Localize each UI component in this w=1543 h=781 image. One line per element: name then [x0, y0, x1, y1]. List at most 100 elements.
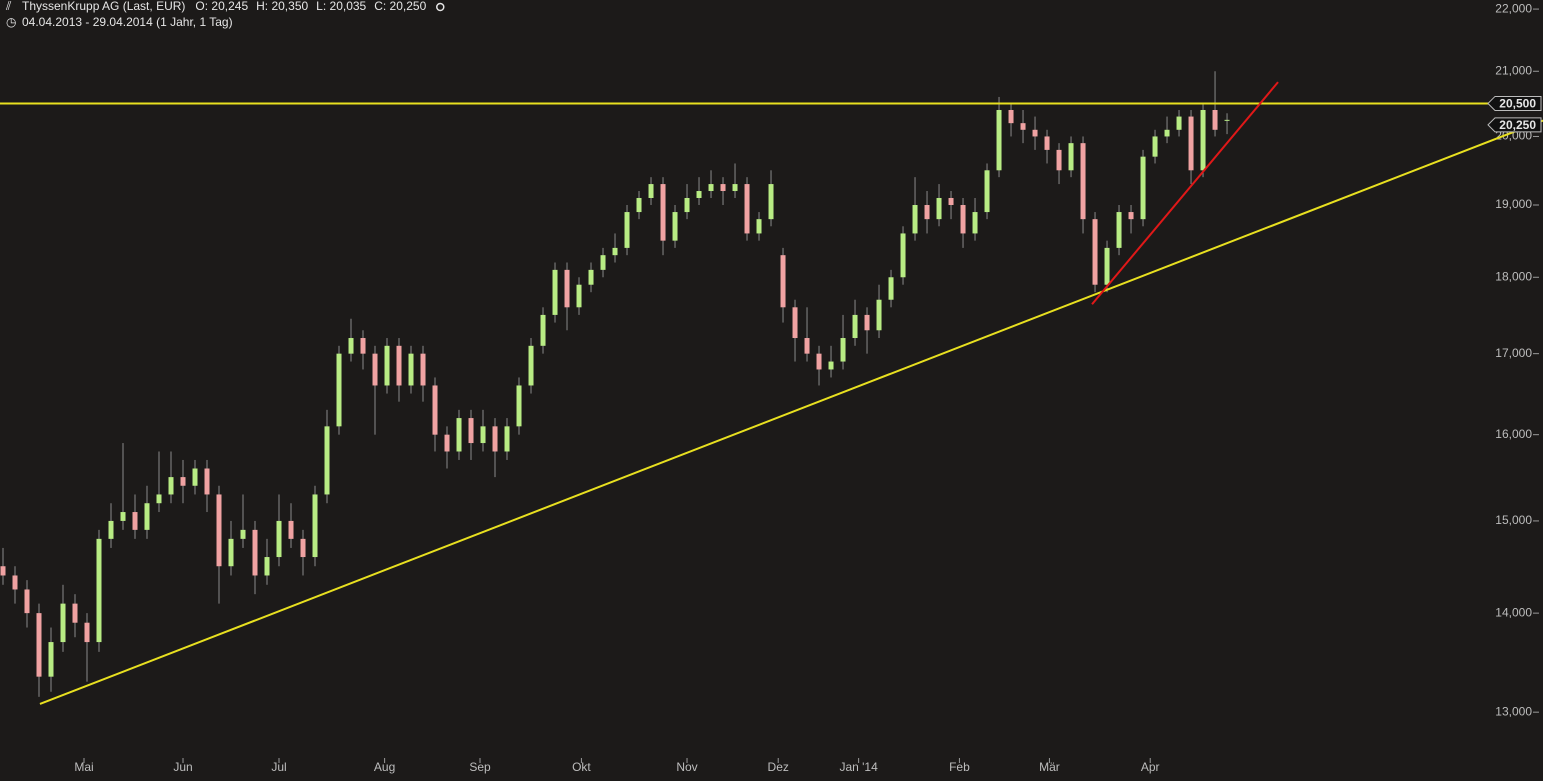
- candle-body: [684, 197, 690, 213]
- candle-body: [120, 512, 126, 521]
- candle-body: [960, 205, 966, 234]
- trend-line: [1091, 81, 1279, 305]
- hline-label: 20,500: [1499, 97, 1536, 111]
- y-tick-label: 18,000: [1495, 269, 1532, 283]
- x-tick-label: Jan '14: [839, 760, 878, 774]
- candle-body: [1080, 143, 1086, 220]
- candle-body: [600, 255, 606, 270]
- candle-body: [264, 557, 270, 576]
- candle-body: [792, 307, 798, 339]
- candle-body: [528, 345, 534, 386]
- candle-body: [816, 353, 822, 370]
- x-tick-label: Mai: [74, 760, 93, 774]
- candle-body: [1068, 143, 1074, 171]
- x-tick-label: Sep: [469, 760, 491, 774]
- candle-body: [504, 426, 510, 452]
- candle-body: [972, 212, 978, 234]
- candle-body: [396, 345, 402, 386]
- candle-body: [564, 269, 570, 308]
- candle-body: [1200, 109, 1206, 171]
- candle-body: [0, 566, 6, 576]
- y-tick-label: 15,000: [1495, 513, 1532, 527]
- candle-body: [1092, 219, 1098, 285]
- ohlc-info: H: 20,350: [256, 0, 308, 13]
- candle-body: [660, 184, 666, 241]
- candle-body: [492, 426, 498, 452]
- y-tick-label: 22,000: [1495, 1, 1532, 15]
- candle-body: [168, 477, 174, 495]
- y-tick-label: 19,000: [1495, 197, 1532, 211]
- x-tick-label: Aug: [374, 760, 395, 774]
- candle-body: [312, 494, 318, 558]
- candle-body: [804, 338, 810, 354]
- candle-body: [348, 338, 354, 354]
- candle-body: [132, 512, 138, 530]
- candle-body: [996, 109, 1002, 171]
- y-tick-label: 21,000: [1495, 63, 1532, 77]
- last-price-label: 20,250: [1499, 118, 1536, 132]
- candle-body: [360, 338, 366, 354]
- candle-body: [876, 299, 882, 331]
- candle-body: [1056, 149, 1062, 171]
- candle-body: [336, 353, 342, 427]
- candle-body: [1116, 212, 1122, 248]
- chart-icon: ⫽: [5, 0, 12, 13]
- y-tick-label: 17,000: [1495, 346, 1532, 360]
- candle-body: [480, 426, 486, 444]
- candle-body: [324, 426, 330, 495]
- x-tick-label: Mär: [1039, 760, 1060, 774]
- y-tick-label: 16,000: [1495, 427, 1532, 441]
- candle-body: [864, 314, 870, 331]
- x-tick-label: Jul: [271, 760, 286, 774]
- candle-body: [276, 520, 282, 558]
- header: ⫽ ThyssenKrupp AG (Last, EUR) ◷ 04.04.20…: [5, 0, 233, 29]
- candle-body: [648, 184, 654, 198]
- candle-body: [1104, 247, 1110, 285]
- candle-body: [240, 529, 246, 539]
- candle-body: [732, 184, 738, 192]
- candle-body: [1188, 116, 1194, 171]
- candle-body: [192, 468, 198, 486]
- candle-body: [1032, 129, 1038, 137]
- candle-body: [12, 575, 18, 590]
- candle-body: [456, 418, 462, 452]
- chart-subtitle: 04.04.2013 - 29.04.2014 (1 Jahr, 1 Tag): [22, 15, 233, 29]
- candle-body: [672, 212, 678, 241]
- candle-body: [288, 520, 294, 539]
- candle-body: [1128, 212, 1134, 220]
- candle-body: [552, 269, 558, 315]
- candle-body: [48, 642, 54, 677]
- candle-body: [1224, 119, 1230, 121]
- candle-body: [228, 538, 234, 567]
- chart-title: ThyssenKrupp AG (Last, EUR): [22, 0, 185, 13]
- x-tick-label: Jun: [173, 760, 192, 774]
- candle-body: [828, 361, 834, 370]
- candle-body: [204, 468, 210, 495]
- candle-body: [96, 538, 102, 643]
- candle-body: [936, 197, 942, 220]
- candle-body: [216, 494, 222, 567]
- candle-body: [180, 477, 186, 486]
- candle-body: [912, 205, 918, 234]
- x-tick-label: Nov: [676, 760, 697, 774]
- candle-body: [744, 184, 750, 234]
- candle-body: [624, 212, 630, 248]
- trend-line: [39, 119, 1543, 705]
- candle-body: [1020, 123, 1026, 130]
- candle-body: [1008, 109, 1014, 124]
- candle-body: [852, 314, 858, 339]
- candle-body: [420, 353, 426, 386]
- candle-body: [252, 529, 258, 576]
- candle-body: [720, 184, 726, 192]
- candle-body: [468, 418, 474, 444]
- candle-body: [840, 338, 846, 362]
- candle-body: [60, 603, 66, 643]
- candle-body: [1140, 156, 1146, 220]
- last-price-label-box: [1487, 117, 1542, 133]
- ohlc-info: C: 20,250: [374, 0, 426, 13]
- clock-icon: ◷: [6, 15, 17, 29]
- candle-body: [948, 197, 954, 206]
- candle-body: [576, 284, 582, 308]
